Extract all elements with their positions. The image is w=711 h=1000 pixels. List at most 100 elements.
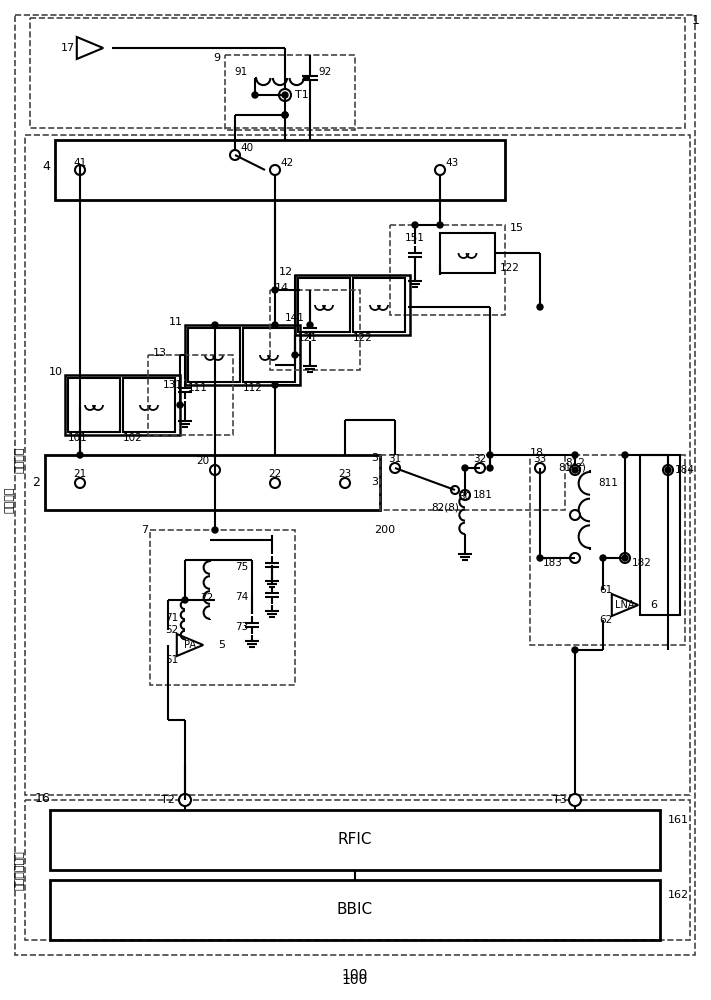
Text: T3: T3 bbox=[553, 795, 567, 805]
Text: 181: 181 bbox=[473, 490, 493, 500]
Bar bbox=[225, 55, 355, 130]
Circle shape bbox=[212, 527, 218, 533]
Text: T1: T1 bbox=[295, 90, 309, 100]
Bar bbox=[440, 233, 495, 273]
Bar bbox=[25, 800, 690, 940]
Circle shape bbox=[570, 465, 580, 475]
Circle shape bbox=[663, 465, 673, 475]
Text: 74: 74 bbox=[235, 592, 249, 602]
Text: 73: 73 bbox=[235, 622, 249, 632]
Text: PA: PA bbox=[184, 640, 196, 650]
Circle shape bbox=[487, 465, 493, 471]
Bar bbox=[50, 810, 660, 870]
Text: 112: 112 bbox=[243, 383, 263, 393]
Bar bbox=[150, 530, 295, 685]
Text: 3: 3 bbox=[371, 477, 378, 487]
Polygon shape bbox=[77, 37, 103, 59]
Text: 13: 13 bbox=[153, 348, 167, 358]
Text: 12: 12 bbox=[279, 267, 293, 277]
Text: 21: 21 bbox=[73, 469, 87, 479]
Text: 4: 4 bbox=[42, 160, 50, 174]
Circle shape bbox=[569, 794, 581, 806]
Bar bbox=[353, 278, 405, 332]
Text: 7: 7 bbox=[141, 525, 148, 535]
Text: 22: 22 bbox=[268, 469, 282, 479]
Text: 182: 182 bbox=[632, 558, 652, 568]
Text: 81(8): 81(8) bbox=[558, 463, 586, 473]
Bar bbox=[390, 225, 505, 315]
Circle shape bbox=[437, 222, 443, 228]
Text: 14: 14 bbox=[275, 283, 289, 293]
Circle shape bbox=[340, 478, 350, 488]
Circle shape bbox=[279, 89, 291, 101]
Circle shape bbox=[435, 165, 445, 175]
Text: 122: 122 bbox=[500, 263, 520, 273]
Text: 102: 102 bbox=[123, 433, 143, 443]
Circle shape bbox=[292, 352, 298, 358]
Circle shape bbox=[451, 486, 459, 494]
Circle shape bbox=[390, 463, 400, 473]
Text: 141: 141 bbox=[285, 313, 305, 323]
Text: 72: 72 bbox=[200, 593, 213, 603]
Circle shape bbox=[570, 553, 580, 563]
Text: 40: 40 bbox=[240, 143, 253, 153]
Text: 52: 52 bbox=[165, 625, 178, 635]
Text: 18: 18 bbox=[530, 448, 544, 458]
Text: 51: 51 bbox=[165, 655, 178, 665]
Bar bbox=[55, 140, 505, 200]
Bar bbox=[123, 378, 175, 432]
Bar bbox=[295, 275, 410, 335]
Text: 3: 3 bbox=[371, 453, 378, 463]
Text: 131: 131 bbox=[163, 380, 183, 390]
Text: 121: 121 bbox=[298, 333, 318, 343]
Text: 5: 5 bbox=[218, 640, 225, 650]
Text: 75: 75 bbox=[235, 562, 249, 572]
Text: 30: 30 bbox=[458, 492, 471, 502]
Text: 811: 811 bbox=[598, 478, 618, 488]
Text: 2: 2 bbox=[32, 476, 40, 488]
Text: 高频电路: 高频电路 bbox=[15, 447, 25, 473]
Circle shape bbox=[270, 165, 280, 175]
Bar bbox=[185, 325, 300, 385]
Circle shape bbox=[412, 222, 418, 228]
Text: 161: 161 bbox=[668, 815, 689, 825]
Text: 200: 200 bbox=[375, 525, 395, 535]
Text: 183: 183 bbox=[543, 558, 563, 568]
Bar bbox=[243, 328, 295, 382]
Text: 71: 71 bbox=[165, 613, 178, 623]
Circle shape bbox=[487, 452, 493, 458]
Bar bbox=[270, 290, 360, 370]
Text: 1: 1 bbox=[692, 13, 700, 26]
Circle shape bbox=[282, 112, 288, 118]
Circle shape bbox=[75, 165, 85, 175]
Circle shape bbox=[177, 402, 183, 408]
Circle shape bbox=[182, 597, 188, 603]
Circle shape bbox=[230, 150, 240, 160]
Circle shape bbox=[572, 647, 578, 653]
Bar bbox=[65, 375, 180, 435]
Text: 10: 10 bbox=[49, 367, 63, 377]
Circle shape bbox=[462, 465, 468, 471]
Circle shape bbox=[212, 322, 218, 328]
Circle shape bbox=[570, 510, 580, 520]
Circle shape bbox=[272, 382, 278, 388]
Circle shape bbox=[252, 92, 258, 98]
Circle shape bbox=[600, 555, 606, 561]
Text: 62: 62 bbox=[599, 615, 612, 625]
Circle shape bbox=[665, 467, 671, 473]
Bar bbox=[380, 455, 565, 510]
Circle shape bbox=[622, 555, 628, 561]
Text: 100: 100 bbox=[342, 973, 368, 987]
Text: 15: 15 bbox=[510, 223, 524, 233]
Text: 33: 33 bbox=[533, 454, 547, 464]
Circle shape bbox=[460, 490, 470, 500]
Text: 111: 111 bbox=[188, 383, 208, 393]
Text: 通信装置: 通信装置 bbox=[5, 487, 15, 513]
Text: BBIC: BBIC bbox=[337, 902, 373, 918]
Text: 43: 43 bbox=[445, 158, 459, 168]
Text: 信号处理电路: 信号处理电路 bbox=[15, 850, 25, 890]
Text: 31: 31 bbox=[388, 454, 402, 464]
Text: 82(8): 82(8) bbox=[431, 503, 459, 513]
Text: T2: T2 bbox=[161, 795, 175, 805]
Circle shape bbox=[282, 112, 288, 118]
